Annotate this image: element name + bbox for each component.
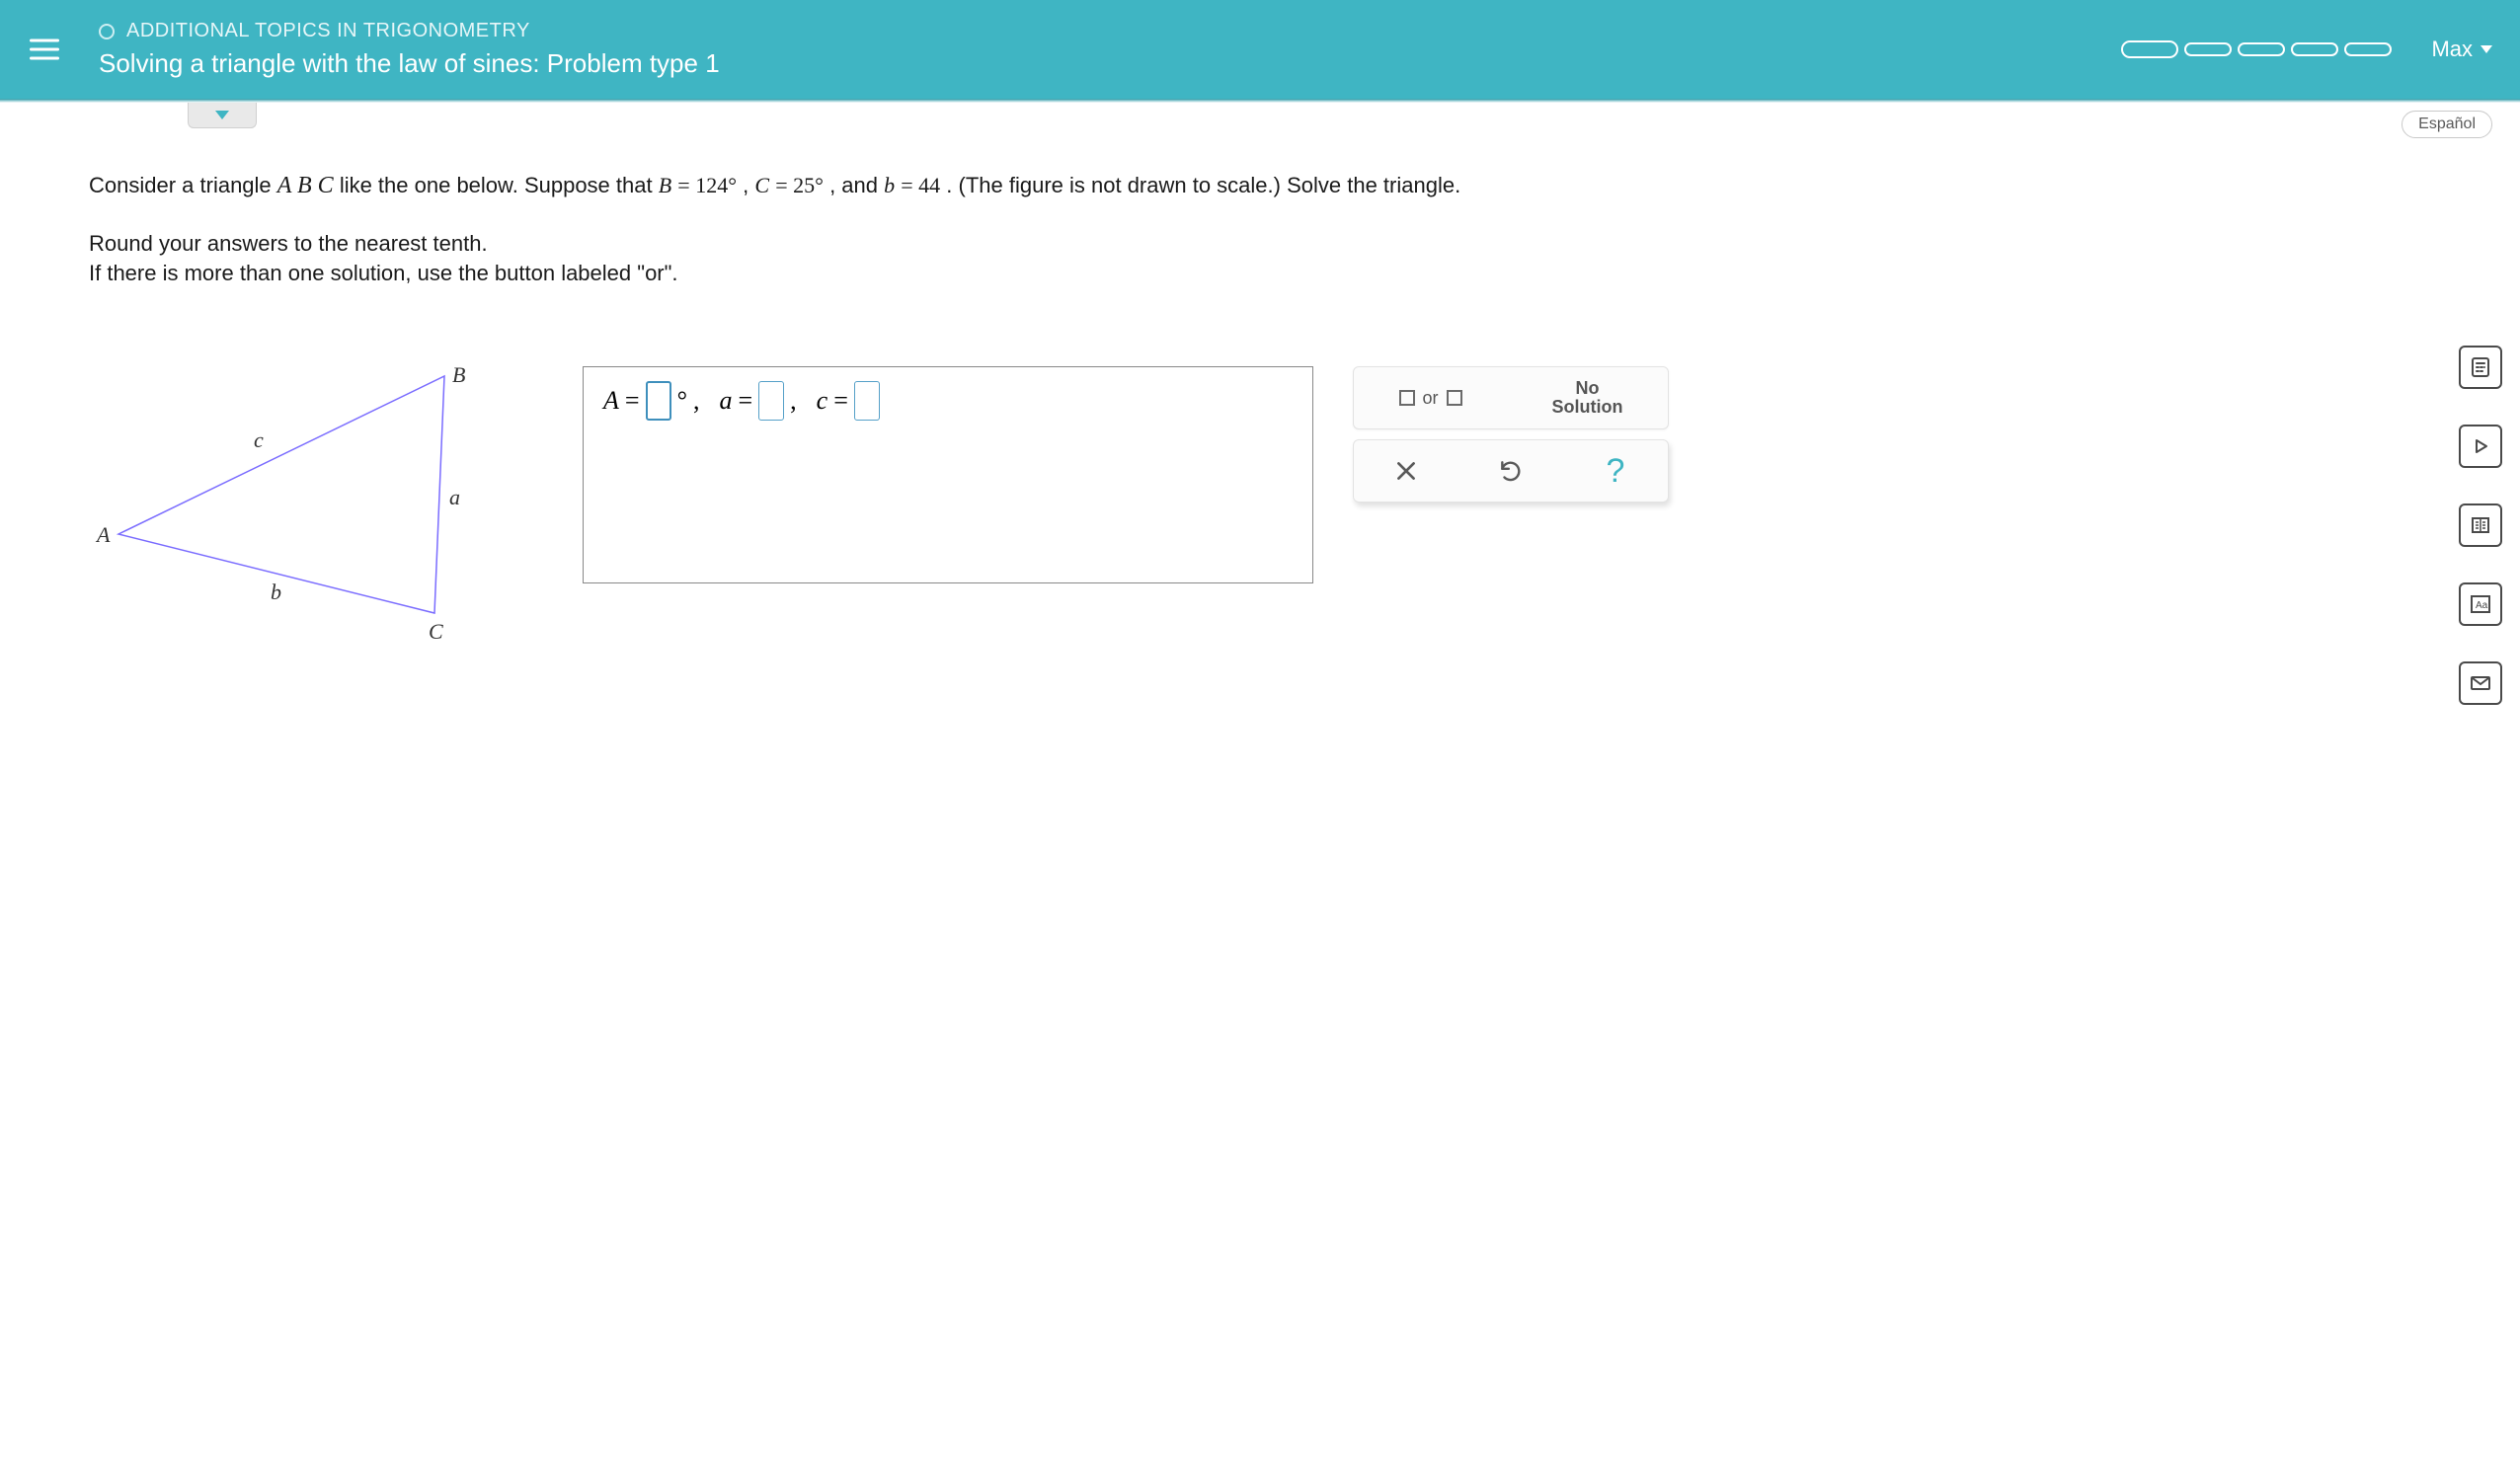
reference-button[interactable]	[2459, 503, 2502, 547]
hamburger-icon	[27, 32, 62, 67]
answer-line: A = ° , a = , c =	[603, 381, 880, 421]
ans-label-c: c	[817, 386, 828, 416]
square-icon	[1399, 390, 1415, 406]
header-titles: ADDITIONAL TOPICS IN TRIGONOMETRY Solvin…	[89, 20, 2121, 79]
progress-seg	[2344, 42, 2392, 56]
text: like the one below. Suppose that	[340, 173, 659, 197]
input-a[interactable]	[758, 381, 784, 421]
degree-symbol: °	[677, 386, 687, 416]
menu-button[interactable]	[0, 0, 89, 99]
sub-bar: Español	[0, 103, 2520, 148]
progress-seg	[2121, 40, 2178, 58]
problem-statement: Consider a triangle A B C like the one b…	[89, 168, 2451, 203]
calculator-button[interactable]	[2459, 346, 2502, 389]
mail-button[interactable]	[2459, 661, 2502, 705]
help-button[interactable]: ?	[1586, 447, 1645, 495]
vertex-label-B: B	[452, 362, 465, 388]
triangle-name: A B C	[277, 173, 334, 198]
breadcrumb-ring-icon	[99, 24, 115, 39]
vertex-label-C: C	[429, 619, 443, 645]
input-A[interactable]	[646, 381, 671, 421]
undo-icon	[1498, 458, 1524, 484]
breadcrumb: ADDITIONAL TOPICS IN TRIGONOMETRY	[99, 20, 2121, 42]
equals: =	[833, 386, 848, 416]
calculator-icon	[2469, 355, 2492, 379]
section-dropdown[interactable]	[188, 103, 257, 128]
triangle-figure: A B C a b c	[89, 366, 543, 662]
tool-rail: Aa	[2459, 346, 2502, 705]
breadcrumb-text: ADDITIONAL TOPICS IN TRIGONOMETRY	[126, 20, 530, 42]
no-solution-button[interactable]: No Solution	[1552, 379, 1623, 419]
val-C: 25°	[793, 173, 824, 197]
text: Consider a triangle	[89, 173, 277, 197]
text-size-icon: Aa	[2469, 592, 2492, 616]
tool-row-actions: ?	[1353, 439, 1669, 503]
no-solution-line2: Solution	[1552, 398, 1623, 418]
input-c[interactable]	[854, 381, 880, 421]
language-toggle[interactable]: Español	[2402, 111, 2492, 138]
user-menu[interactable]: Max	[2431, 37, 2492, 62]
tool-row-options: or No Solution	[1353, 366, 1669, 429]
progress-indicator	[2121, 40, 2392, 58]
question-icon: ?	[1607, 452, 1625, 491]
mail-icon	[2469, 671, 2492, 695]
user-name: Max	[2431, 37, 2473, 62]
instruction-line: Round your answers to the nearest tenth.	[89, 229, 2451, 259]
equals: =	[625, 386, 640, 416]
side-label-a: a	[449, 485, 460, 510]
triangle-svg	[89, 366, 543, 662]
app-header: ADDITIONAL TOPICS IN TRIGONOMETRY Solvin…	[0, 0, 2520, 99]
ans-label-A: A	[603, 386, 619, 416]
columns-icon	[2469, 513, 2492, 537]
work-area: A B C a b c A = ° , a = , c =	[89, 366, 2451, 662]
var-b: b	[884, 173, 895, 197]
instruction-line: If there is more than one solution, use …	[89, 259, 2451, 288]
equals: =	[738, 386, 752, 416]
play-button[interactable]	[2459, 425, 2502, 468]
tool-panel: or No Solution ?	[1353, 366, 1669, 503]
or-button[interactable]: or	[1399, 388, 1462, 409]
or-label: or	[1423, 388, 1439, 409]
header-right: Max	[2121, 37, 2492, 62]
vertex-label-A: A	[97, 522, 110, 548]
text-size-button[interactable]: Aa	[2459, 582, 2502, 626]
x-icon	[1393, 458, 1419, 484]
square-icon	[1447, 390, 1462, 406]
progress-seg	[2238, 42, 2285, 56]
undo-button[interactable]	[1481, 447, 1540, 495]
comma: ,	[790, 386, 797, 416]
play-icon	[2469, 434, 2492, 458]
ans-label-a: a	[719, 386, 732, 416]
caret-down-icon	[215, 111, 229, 119]
clear-button[interactable]	[1377, 447, 1436, 495]
side-label-b: b	[271, 580, 281, 605]
progress-seg	[2291, 42, 2338, 56]
triangle-shape	[118, 376, 444, 613]
answer-box: A = ° , a = , c =	[583, 366, 1313, 583]
language-label: Español	[2418, 116, 2476, 132]
svg-text:Aa: Aa	[2476, 600, 2488, 611]
side-label-c: c	[254, 427, 264, 453]
progress-seg	[2184, 42, 2232, 56]
page-title: Solving a triangle with the law of sines…	[99, 48, 2121, 79]
var-C: C	[754, 173, 769, 197]
val-B: 124°	[695, 173, 737, 197]
problem-content: Consider a triangle A B C like the one b…	[0, 148, 2520, 662]
no-solution-line1: No	[1552, 379, 1623, 399]
var-B: B	[659, 173, 671, 197]
comma: ,	[693, 386, 700, 416]
val-b: 44	[918, 173, 940, 197]
caret-down-icon	[2481, 45, 2492, 53]
text: . (The figure is not drawn to scale.) So…	[946, 173, 1460, 197]
instructions: Round your answers to the nearest tenth.…	[89, 229, 2451, 287]
